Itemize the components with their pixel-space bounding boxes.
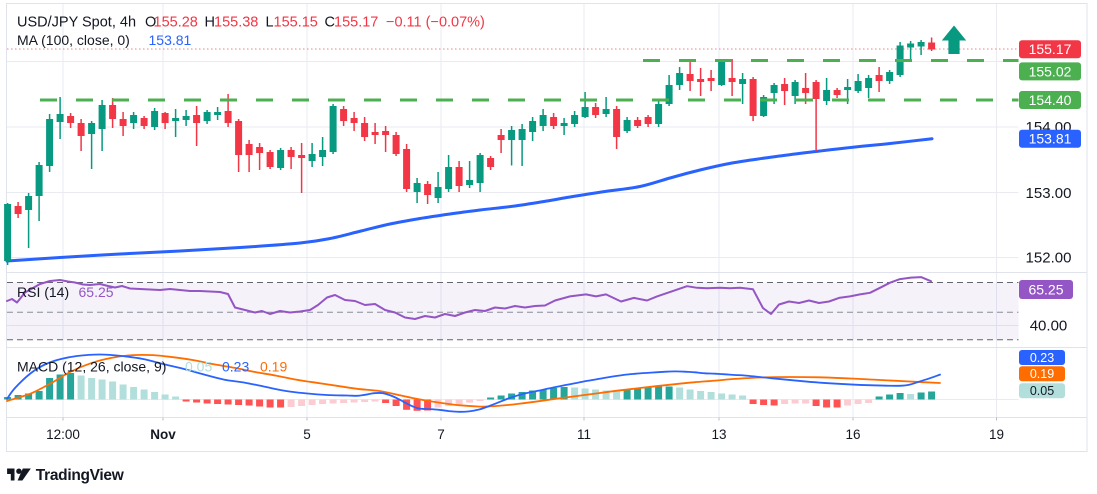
svg-text:12:00: 12:00	[46, 427, 80, 442]
svg-text:153.00: 153.00	[1026, 185, 1072, 202]
svg-text:0.19: 0.19	[260, 359, 287, 375]
svg-text:155.38: 155.38	[214, 15, 258, 31]
svg-text:40.00: 40.00	[1030, 318, 1068, 335]
svg-text:155.28: 155.28	[154, 15, 198, 31]
svg-text:65.25: 65.25	[1028, 281, 1063, 297]
svg-text:155.15: 155.15	[274, 15, 318, 31]
svg-text:153.81: 153.81	[1029, 131, 1072, 147]
svg-text:153.81: 153.81	[149, 32, 192, 48]
svg-text:MA (100, close, 0): MA (100, close, 0)	[17, 32, 130, 48]
svg-text:65.25: 65.25	[79, 284, 114, 300]
svg-text:MACD (12, 26, close, 9): MACD (12, 26, close, 9)	[17, 359, 166, 375]
svg-text:O: O	[145, 15, 156, 31]
svg-text:RSI (14): RSI (14)	[17, 284, 69, 300]
svg-text:0.05: 0.05	[1030, 384, 1054, 398]
svg-text:0.05: 0.05	[185, 359, 212, 375]
svg-text:0.23: 0.23	[222, 359, 249, 375]
svg-text:7: 7	[437, 427, 445, 442]
svg-text:152.00: 152.00	[1026, 250, 1072, 267]
svg-text:−0.11 (−0.07%): −0.11 (−0.07%)	[386, 15, 485, 31]
svg-text:USD/JPY Spot, 4h: USD/JPY Spot, 4h	[17, 15, 136, 31]
svg-text:5: 5	[303, 427, 311, 442]
svg-text:19: 19	[989, 427, 1004, 442]
svg-text:L: L	[266, 15, 274, 31]
svg-text:13: 13	[711, 427, 726, 442]
svg-text:Nov: Nov	[150, 427, 176, 442]
svg-text:16: 16	[845, 427, 860, 442]
svg-text:155.02: 155.02	[1029, 63, 1072, 79]
svg-text:H: H	[205, 15, 215, 31]
svg-text:0.23: 0.23	[1030, 351, 1054, 365]
svg-text:155.17: 155.17	[1029, 41, 1072, 57]
svg-text:0.19: 0.19	[1030, 367, 1054, 381]
svg-text:155.17: 155.17	[334, 15, 378, 31]
svg-text:11: 11	[577, 427, 591, 442]
svg-text:C: C	[325, 15, 335, 31]
svg-text:154.40: 154.40	[1029, 92, 1072, 108]
svg-text:TradingView: TradingView	[36, 467, 125, 484]
